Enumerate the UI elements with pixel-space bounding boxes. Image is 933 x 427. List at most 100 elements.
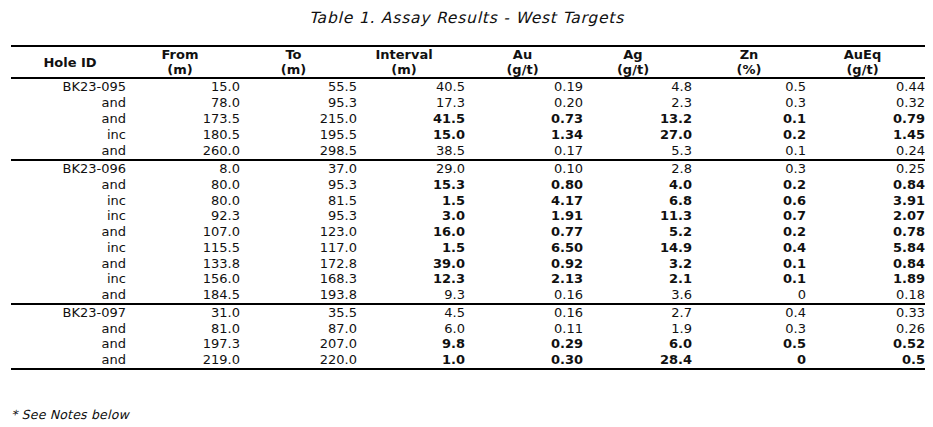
cell: 16.0 <box>360 224 469 240</box>
cell: 0.16 <box>469 287 587 304</box>
cell: and <box>11 111 130 127</box>
cell: 0.1 <box>696 143 810 160</box>
table-row: and219.0220.01.00.3028.400.5 <box>11 352 925 369</box>
cell: 8.0 <box>130 160 244 177</box>
cell: 6.50 <box>469 240 587 256</box>
cell: inc <box>11 193 130 209</box>
table-header-row: Hole IDFrom(m)To(m)Interval(m)Au(g/t)Ag(… <box>11 46 925 78</box>
cell: 31.0 <box>130 304 244 321</box>
cell: 117.0 <box>244 240 360 256</box>
cell: 9.8 <box>360 336 469 352</box>
cell: 15.0 <box>130 78 244 95</box>
cell: 78.0 <box>130 95 244 111</box>
cell: 12.3 <box>360 271 469 287</box>
cell: 1.5 <box>360 240 469 256</box>
cell: 0.17 <box>469 143 587 160</box>
cell: 2.1 <box>587 271 696 287</box>
cell: 0.33 <box>810 304 925 321</box>
cell: 115.5 <box>130 240 244 256</box>
cell: inc <box>11 271 130 287</box>
cell: and <box>11 224 130 240</box>
cell: 0.25 <box>810 160 925 177</box>
table-row: and197.3207.09.80.296.00.50.52 <box>11 336 925 352</box>
cell: 1.0 <box>360 352 469 369</box>
cell: 2.8 <box>587 160 696 177</box>
table-row: BK23-09731.035.54.50.162.70.40.33 <box>11 304 925 321</box>
column-header-hole-id: Hole ID <box>11 46 130 78</box>
cell: 35.5 <box>244 304 360 321</box>
cell: 0.32 <box>810 95 925 111</box>
cell: 133.8 <box>130 256 244 272</box>
cell: 81.0 <box>130 321 244 337</box>
cell: 4.0 <box>587 177 696 193</box>
table-row: and107.0123.016.00.775.20.20.78 <box>11 224 925 240</box>
cell: 195.5 <box>244 127 360 143</box>
cell: 28.4 <box>587 352 696 369</box>
cell: 11.3 <box>587 208 696 224</box>
cell: and <box>11 95 130 111</box>
cell: 80.0 <box>130 193 244 209</box>
cell: 55.5 <box>244 78 360 95</box>
cell: 2.07 <box>810 208 925 224</box>
cell: 15.0 <box>360 127 469 143</box>
cell: 0.3 <box>696 95 810 111</box>
cell: 15.3 <box>360 177 469 193</box>
cell: 1.45 <box>810 127 925 143</box>
cell: 2.13 <box>469 271 587 287</box>
cell: 0.5 <box>810 352 925 369</box>
cell: and <box>11 287 130 304</box>
cell: 0.29 <box>469 336 587 352</box>
cell: 0 <box>696 352 810 369</box>
table-row: inc115.5117.01.56.5014.90.45.84 <box>11 240 925 256</box>
cell: 37.0 <box>244 160 360 177</box>
cell: 0.2 <box>696 224 810 240</box>
cell: 0.16 <box>469 304 587 321</box>
cell: 0.2 <box>696 127 810 143</box>
cell: 0.3 <box>696 160 810 177</box>
cell: 3.2 <box>587 256 696 272</box>
cell: 168.3 <box>244 271 360 287</box>
cell: 14.9 <box>587 240 696 256</box>
column-header-aueq: AuEq(g/t) <box>810 46 925 78</box>
cell: 298.5 <box>244 143 360 160</box>
table-row: BK23-09515.055.540.50.194.80.50.44 <box>11 78 925 95</box>
cell: 1.91 <box>469 208 587 224</box>
cell: 6.8 <box>587 193 696 209</box>
cell: 0.79 <box>810 111 925 127</box>
cell: 2.3 <box>587 95 696 111</box>
cell: 29.0 <box>360 160 469 177</box>
cell: 0.92 <box>469 256 587 272</box>
cell: 107.0 <box>130 224 244 240</box>
cell: 180.5 <box>130 127 244 143</box>
table-row: and260.0298.538.50.175.30.10.24 <box>11 143 925 160</box>
cell: 5.2 <box>587 224 696 240</box>
cell: 4.8 <box>587 78 696 95</box>
cell: 17.3 <box>360 95 469 111</box>
table-row: and184.5193.89.30.163.600.18 <box>11 287 925 304</box>
cell: 0.18 <box>810 287 925 304</box>
cell: 0 <box>696 287 810 304</box>
cell: 80.0 <box>130 177 244 193</box>
table-title: Table 1. Assay Results - West Targets <box>0 0 933 27</box>
table-body: BK23-09515.055.540.50.194.80.50.44and78.… <box>11 78 925 369</box>
cell: and <box>11 336 130 352</box>
cell: 0.6 <box>696 193 810 209</box>
cell: 0.84 <box>810 256 925 272</box>
cell: 95.3 <box>244 177 360 193</box>
table-row: inc180.5195.515.01.3427.00.21.45 <box>11 127 925 143</box>
cell: 95.3 <box>244 95 360 111</box>
cell: 87.0 <box>244 321 360 337</box>
cell: 0.1 <box>696 271 810 287</box>
cell: 3.0 <box>360 208 469 224</box>
cell: 0.5 <box>696 78 810 95</box>
cell: 0.52 <box>810 336 925 352</box>
cell: 197.3 <box>130 336 244 352</box>
cell: 0.24 <box>810 143 925 160</box>
cell: 92.3 <box>130 208 244 224</box>
table-row: and78.095.317.30.202.30.30.32 <box>11 95 925 111</box>
cell: 0.19 <box>469 78 587 95</box>
cell: BK23-095 <box>11 78 130 95</box>
cell: 184.5 <box>130 287 244 304</box>
table-row: inc92.395.33.01.9111.30.72.07 <box>11 208 925 224</box>
footnote: * See Notes below <box>11 407 933 422</box>
